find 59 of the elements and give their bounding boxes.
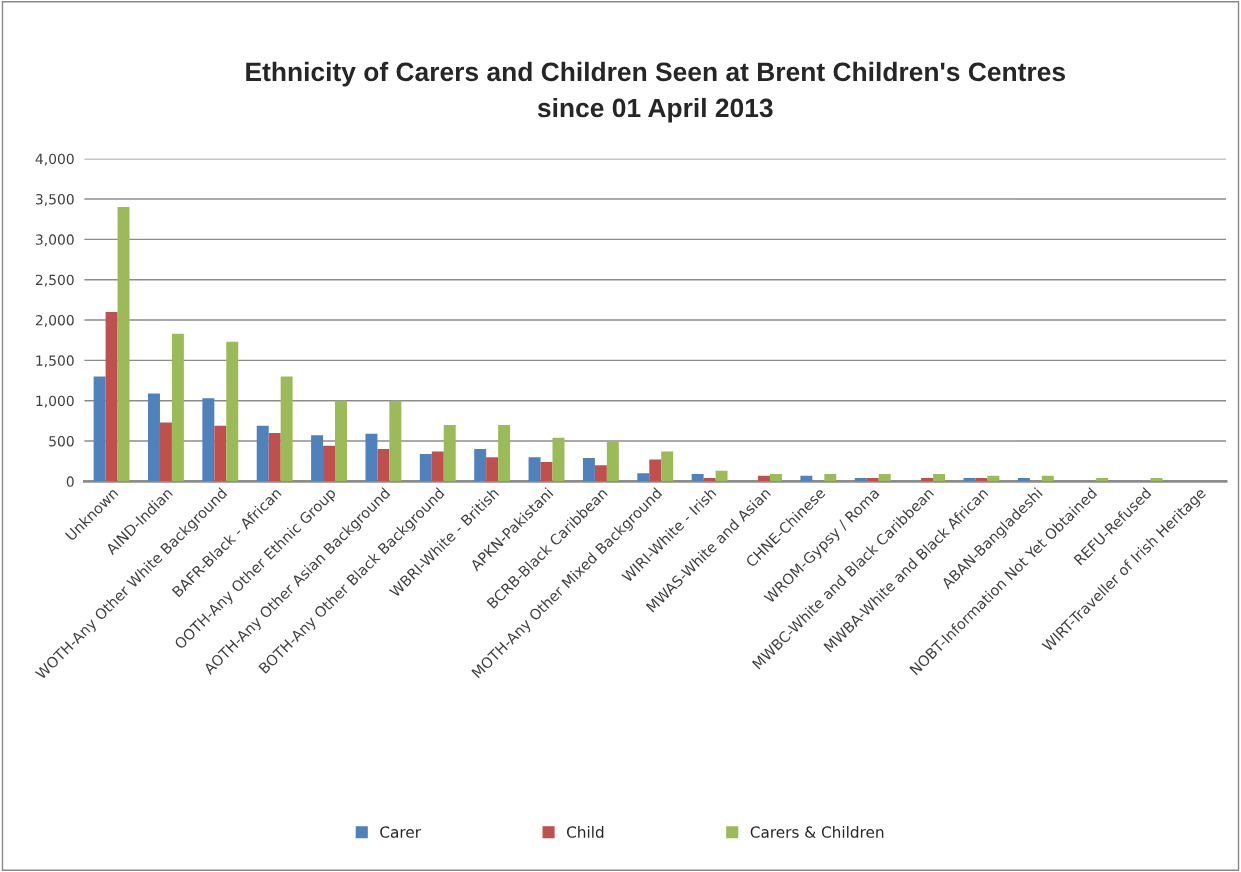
bar	[419, 453, 432, 482]
bar	[594, 465, 607, 482]
legend-label: Child	[566, 826, 604, 838]
bar	[582, 457, 595, 482]
bar	[649, 459, 662, 482]
bar	[117, 207, 130, 482]
bar	[975, 478, 988, 482]
y-tick-label: 2,500	[35, 274, 74, 287]
bar	[878, 474, 891, 482]
bar	[1017, 478, 1030, 482]
y-tick-label: 500	[49, 435, 74, 447]
bar	[486, 457, 499, 482]
bar	[389, 400, 402, 482]
bar	[691, 474, 704, 482]
bar	[921, 478, 934, 482]
y-tick-label: 3,000	[35, 234, 74, 247]
bar	[159, 422, 172, 482]
bar	[202, 398, 215, 482]
bar	[1096, 478, 1109, 482]
legend-label: Carer	[380, 826, 421, 838]
bar	[474, 449, 487, 482]
bar	[498, 424, 511, 482]
bar	[365, 433, 378, 482]
bar	[866, 478, 879, 482]
bar	[637, 473, 650, 482]
y-tick-label: 1,500	[36, 355, 74, 368]
bar	[256, 425, 269, 482]
bar	[552, 437, 565, 482]
bar	[528, 457, 541, 482]
bar	[214, 425, 227, 482]
bar	[824, 474, 837, 482]
bar	[769, 474, 782, 482]
bar	[443, 424, 456, 482]
y-tick-label: 3,500	[35, 194, 74, 206]
y-tick-label: 0	[66, 476, 74, 487]
bar	[377, 449, 390, 482]
bar	[854, 478, 867, 482]
bar	[226, 341, 239, 482]
bar	[606, 441, 619, 482]
bar	[933, 474, 946, 482]
y-tick-label: 2,000	[35, 314, 74, 327]
chart-title: Ethnicity of Carers and Children Seen at Brent Children's Centres since 01 April 2013	[246, 61, 1065, 123]
bar	[148, 393, 160, 482]
y-tick-label: 4,000	[35, 153, 74, 166]
bar	[105, 311, 118, 482]
bar	[93, 376, 106, 482]
bar	[540, 461, 553, 482]
bar	[171, 333, 184, 482]
bar	[335, 400, 347, 482]
legend-label: Carers & Children	[750, 826, 884, 838]
bar	[431, 451, 444, 482]
bar	[715, 470, 728, 482]
bar	[323, 445, 336, 482]
bar	[703, 478, 716, 482]
y-tick-label: 1,000	[36, 395, 74, 408]
bar	[311, 435, 324, 482]
bar	[661, 451, 674, 482]
bar	[280, 376, 293, 482]
bar	[268, 432, 281, 482]
